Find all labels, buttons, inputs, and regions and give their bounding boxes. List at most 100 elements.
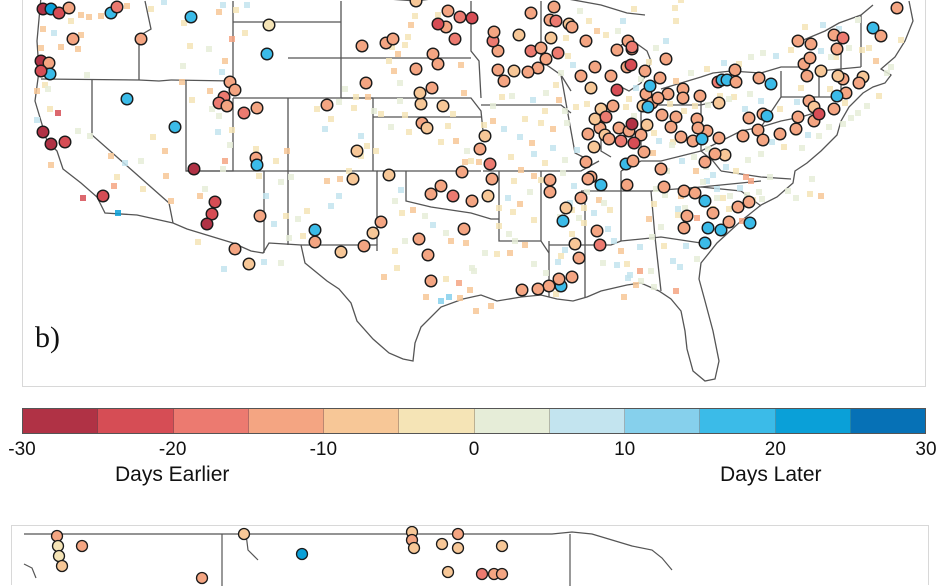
station-circle-marker [62, 1, 76, 15]
station-circle-marker [712, 96, 726, 110]
station-square-marker [809, 176, 815, 182]
station-square-marker [805, 132, 811, 138]
station-square-marker [115, 210, 121, 216]
station-circle-marker [543, 185, 557, 199]
station-circle-marker [731, 200, 745, 214]
station-square-marker [517, 201, 523, 207]
station-circle-marker [789, 122, 803, 136]
station-square-marker [47, 106, 53, 112]
station-circle-marker [539, 52, 553, 66]
station-square-marker [756, 189, 762, 195]
station-circle-marker [890, 1, 904, 15]
station-circle-marker [414, 97, 428, 111]
station-circle-marker [262, 18, 276, 32]
station-circle-marker [441, 4, 455, 18]
station-square-marker [405, 34, 411, 40]
station-square-marker [670, 258, 676, 264]
colorbar-tick-label: 10 [614, 439, 636, 460]
station-square-marker [476, 159, 482, 165]
station-square-marker [624, 261, 630, 267]
station-circle-marker [641, 100, 655, 114]
station-square-marker [710, 172, 716, 178]
station-square-marker [798, 85, 804, 91]
station-circle-marker [574, 191, 588, 205]
station-square-marker [570, 62, 576, 68]
station-circle-marker [579, 155, 593, 169]
station-circle-marker [637, 145, 651, 159]
station-square-marker [574, 147, 580, 153]
station-square-marker [168, 198, 174, 204]
station-circle-marker [58, 135, 72, 149]
station-square-marker [148, 6, 154, 12]
station-square-marker [673, 288, 679, 294]
station-square-marker [669, 142, 675, 148]
days-earlier-caption: Days Earlier [115, 463, 230, 486]
station-circle-marker [50, 529, 64, 543]
station-square-marker [591, 210, 597, 216]
station-square-marker [733, 168, 739, 174]
station-square-marker [562, 108, 568, 114]
station-square-marker [68, 18, 74, 24]
station-square-marker [38, 45, 44, 51]
station-circle-marker [475, 567, 489, 581]
station-circle-marker [827, 102, 841, 116]
station-square-marker [571, 183, 577, 189]
station-square-marker [769, 139, 775, 145]
station-square-marker [195, 239, 201, 245]
station-square-marker [737, 185, 743, 191]
station-circle-marker [836, 31, 850, 45]
station-square-marker [558, 70, 564, 76]
station-circle-marker [220, 99, 234, 113]
station-circle-marker [743, 216, 757, 230]
station-circle-marker [831, 69, 845, 83]
station-square-marker [727, 193, 733, 199]
days-later-caption: Days Later [720, 463, 822, 486]
station-square-marker [138, 158, 144, 164]
station-square-marker [726, 96, 732, 102]
station-square-marker [543, 270, 549, 276]
station-circle-marker [547, 0, 561, 14]
station-square-marker [859, 47, 865, 53]
station-square-marker [638, 278, 644, 284]
station-circle-marker [625, 40, 639, 54]
station-square-marker [395, 51, 401, 57]
station-circle-marker [51, 539, 65, 553]
station-square-marker [584, 189, 590, 195]
station-square-marker [108, 153, 114, 159]
station-circle-marker [712, 131, 726, 145]
station-square-marker [531, 261, 537, 267]
station-circle-marker [66, 32, 80, 46]
station-square-marker [505, 195, 511, 201]
station-square-marker [667, 101, 673, 107]
station-square-marker [742, 106, 748, 112]
station-square-marker [87, 133, 93, 139]
station-circle-marker [184, 10, 198, 24]
station-circle-marker [420, 121, 434, 135]
station-square-marker [51, 30, 57, 36]
station-circle-marker [659, 52, 673, 66]
station-circle-marker [451, 541, 465, 555]
station-circle-marker [698, 194, 712, 208]
station-square-marker [42, 82, 48, 88]
station-circle-marker [691, 121, 705, 135]
station-square-marker [222, 58, 228, 64]
station-circle-marker [551, 46, 565, 60]
station-circle-marker [366, 226, 380, 240]
station-circle-marker [803, 51, 817, 65]
station-square-marker [573, 104, 579, 110]
colorbar-bin [474, 409, 550, 433]
station-circle-marker [120, 92, 134, 106]
station-circle-marker [742, 195, 756, 209]
station-square-marker [744, 192, 750, 198]
station-square-marker [220, 2, 226, 8]
station-circle-marker [653, 71, 667, 85]
station-square-marker [623, 104, 629, 110]
station-circle-marker [359, 76, 373, 90]
state-boundaries [34, 0, 914, 382]
station-square-marker [818, 193, 824, 199]
station-circle-marker [542, 279, 556, 293]
station-square-marker [517, 134, 523, 140]
station-circle-marker [830, 42, 844, 56]
station-square-marker [747, 91, 753, 97]
station-circle-marker [168, 120, 182, 134]
